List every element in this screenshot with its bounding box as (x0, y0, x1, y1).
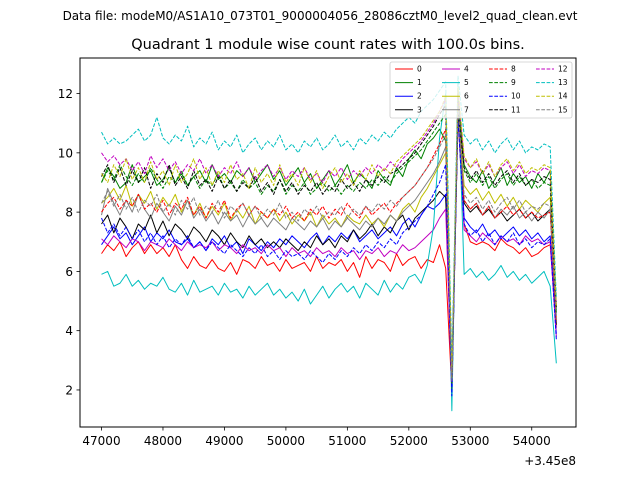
y-tick-label: 10 (58, 146, 73, 160)
legend-label-15: 15 (558, 105, 568, 114)
series-line-8 (101, 98, 557, 385)
legend-label-14: 14 (558, 92, 568, 101)
x-tick-label: 50000 (267, 434, 305, 448)
x-tick-label: 51000 (328, 434, 366, 448)
y-tick-label: 12 (58, 87, 73, 101)
plot-frame (79, 57, 577, 428)
legend-label-11: 11 (511, 105, 521, 114)
y-axis: 2 4 6 8 10 12 (58, 87, 80, 397)
legend-label-6: 6 (464, 92, 469, 101)
x-tick-label: 53000 (451, 434, 489, 448)
legend-label-13: 13 (558, 78, 568, 87)
legend-label-4: 4 (464, 65, 469, 74)
series-line-15 (101, 104, 557, 382)
x-axis-offset-label: +3.45e8 (524, 454, 576, 468)
legend-label-7: 7 (464, 105, 469, 114)
series-line-5 (101, 84, 557, 412)
legend-box (389, 61, 573, 119)
legend-label-3: 3 (417, 105, 422, 114)
x-tick-label: 47000 (82, 434, 120, 448)
y-tick-label: 6 (65, 265, 73, 279)
series-line-2 (101, 104, 557, 394)
legend-label-5: 5 (464, 78, 469, 87)
series-layer (101, 75, 557, 412)
legend-label-8: 8 (511, 65, 516, 74)
x-tick-label: 49000 (205, 434, 243, 448)
suptitle: Data file: modeM0/AS1A10_073T01_90000040… (63, 9, 578, 23)
x-tick-label: 54000 (513, 434, 551, 448)
y-tick-label: 4 (65, 324, 73, 338)
chart-title: Quadrant 1 module wise count rates with … (131, 37, 525, 53)
legend-label-10: 10 (511, 92, 521, 101)
x-tick-label: 52000 (390, 434, 428, 448)
legend-label-9: 9 (511, 78, 516, 87)
x-tick-label: 48000 (144, 434, 182, 448)
y-tick-label: 2 (65, 383, 73, 397)
legend-label-2: 2 (417, 92, 422, 101)
legend-label-12: 12 (558, 65, 568, 74)
y-tick-label: 8 (65, 206, 73, 220)
series-line-0 (101, 116, 557, 391)
series-line-10 (101, 116, 557, 397)
series-line-13 (101, 75, 557, 367)
series-line-6 (101, 110, 557, 388)
series-line-4 (101, 113, 557, 388)
x-axis: 47000 48000 49000 50000 51000 52000 53000 54000 (82, 427, 551, 448)
legend-label-0: 0 (417, 65, 422, 74)
legend-label-1: 1 (417, 78, 422, 87)
series-line-11 (101, 104, 557, 376)
series-line-14 (101, 87, 557, 379)
series-line-9 (101, 93, 557, 391)
